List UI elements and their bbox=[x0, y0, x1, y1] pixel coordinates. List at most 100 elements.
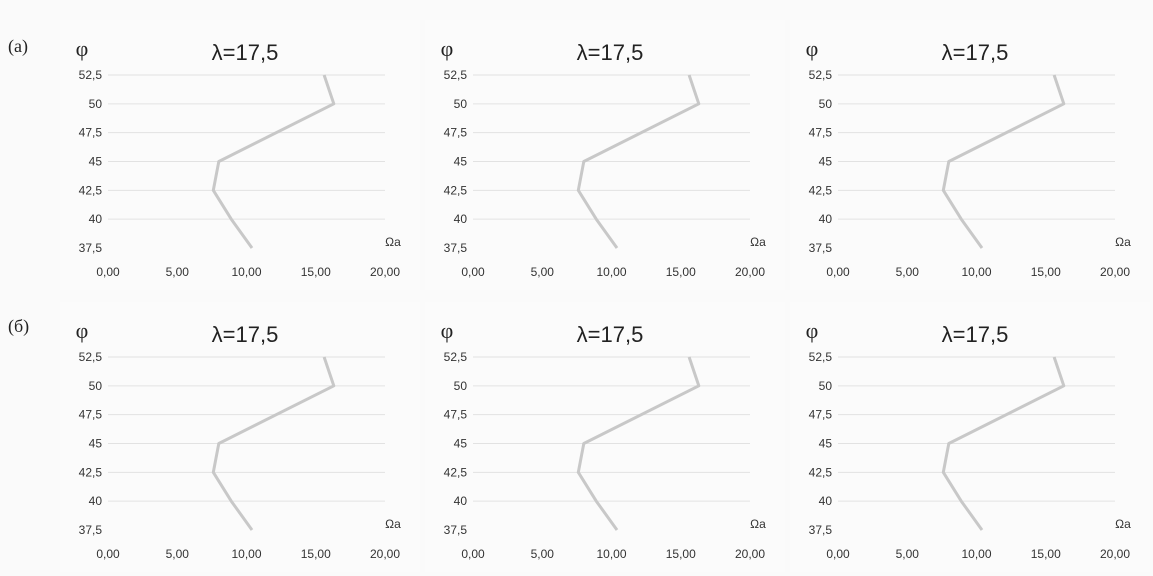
x-tick-label: 15,00 bbox=[1031, 547, 1061, 561]
chart-panel: 37,5 40 42,5 45 47,5 50 52,5 0,00 5,00 10,00 15,00… bbox=[60, 20, 420, 290]
x-tick-label: 20,00 bbox=[1100, 265, 1130, 279]
x-axis-label: Ωa bbox=[750, 517, 766, 531]
y-tick-label: 45 bbox=[89, 437, 103, 451]
series-line bbox=[211, 74, 336, 249]
y-axis-label: φ bbox=[441, 36, 454, 61]
x-axis-label: Ωa bbox=[750, 235, 766, 249]
x-tick-label: 5,00 bbox=[166, 547, 190, 561]
x-tick-label: 20,00 bbox=[370, 547, 400, 561]
x-tick-label: 0,00 bbox=[826, 547, 850, 561]
chart-svg: 37,5 40 42,5 45 47,5 50 52,5 0,00 5,00 10,00 15,00… bbox=[441, 318, 766, 561]
series-line bbox=[941, 356, 1066, 531]
y-tick-label: 50 bbox=[89, 97, 103, 111]
chart-title: λ=17,5 bbox=[942, 40, 1009, 65]
x-tick-label: 0,00 bbox=[96, 547, 120, 561]
x-tick-label: 15,00 bbox=[301, 547, 331, 561]
y-tick-label: 47,5 bbox=[809, 126, 833, 140]
x-axis-label: Ωa bbox=[385, 235, 401, 249]
y-axis-label: φ bbox=[441, 318, 454, 343]
y-tick-label: 50 bbox=[819, 379, 833, 393]
chart-panel: 37,5 40 42,5 45 47,5 50 52,5 0,00 5,00 10,00 15,00… bbox=[790, 20, 1150, 290]
x-tick-label: 15,00 bbox=[1031, 265, 1061, 279]
y-tick-label: 47,5 bbox=[79, 408, 103, 422]
y-tick-label: 52,5 bbox=[809, 350, 833, 364]
x-tick-label: 0,00 bbox=[826, 265, 850, 279]
y-tick-label: 45 bbox=[454, 437, 468, 451]
x-tick-label: 10,00 bbox=[596, 547, 626, 561]
x-tick-label: 0,00 bbox=[461, 547, 485, 561]
y-tick-label: 52,5 bbox=[79, 68, 103, 82]
y-tick-label: 45 bbox=[454, 155, 468, 169]
y-axis-label: φ bbox=[76, 36, 89, 61]
y-tick-label: 42,5 bbox=[809, 183, 833, 197]
y-tick-label: 40 bbox=[819, 494, 833, 508]
x-tick-label: 10,00 bbox=[961, 547, 991, 561]
chart-panel: 37,5 40 42,5 45 47,5 50 52,5 0,00 5,00 10,00 15,00… bbox=[790, 302, 1150, 572]
chart-svg: 37,5 40 42,5 45 47,5 50 52,5 0,00 5,00 10,00 15,00… bbox=[76, 318, 401, 561]
y-tick-label: 45 bbox=[819, 437, 833, 451]
y-tick-label: 40 bbox=[454, 494, 468, 508]
y-tick-label: 47,5 bbox=[79, 126, 103, 140]
chart-svg: 37,5 40 42,5 45 47,5 50 52,5 0,00 5,00 10,00 15,00… bbox=[441, 36, 766, 279]
x-tick-label: 10,00 bbox=[231, 265, 261, 279]
chart-panel: 37,5 40 42,5 45 47,5 50 52,5 0,00 5,00 10,00 15,00… bbox=[425, 302, 785, 572]
y-tick-label: 42,5 bbox=[79, 183, 103, 197]
y-tick-label: 50 bbox=[454, 97, 468, 111]
x-tick-label: 20,00 bbox=[735, 547, 765, 561]
y-tick-label: 40 bbox=[89, 494, 103, 508]
y-tick-label: 37,5 bbox=[79, 241, 103, 255]
y-tick-label: 52,5 bbox=[444, 350, 468, 364]
y-tick-label: 50 bbox=[89, 379, 103, 393]
y-tick-label: 52,5 bbox=[79, 350, 103, 364]
y-tick-label: 52,5 bbox=[809, 68, 833, 82]
y-axis-label: φ bbox=[76, 318, 89, 343]
y-tick-label: 42,5 bbox=[79, 465, 103, 479]
x-tick-label: 5,00 bbox=[531, 265, 555, 279]
chart-svg: 37,5 40 42,5 45 47,5 50 52,5 0,00 5,00 10,00 15,00… bbox=[76, 36, 401, 279]
chart-svg: 37,5 40 42,5 45 47,5 50 52,5 0,00 5,00 10,00 15,00… bbox=[806, 36, 1131, 279]
x-tick-label: 15,00 bbox=[301, 265, 331, 279]
y-tick-label: 47,5 bbox=[444, 126, 468, 140]
chart-panel: 37,5 40 42,5 45 47,5 50 52,5 0,00 5,00 10,00 15,00… bbox=[60, 302, 420, 572]
chart-title: λ=17,5 bbox=[577, 40, 644, 65]
series-line bbox=[941, 74, 1066, 249]
x-tick-label: 5,00 bbox=[166, 265, 190, 279]
x-tick-label: 20,00 bbox=[735, 265, 765, 279]
y-tick-label: 45 bbox=[89, 155, 103, 169]
x-axis-label: Ωa bbox=[1115, 517, 1131, 531]
x-tick-label: 10,00 bbox=[231, 547, 261, 561]
y-tick-label: 50 bbox=[819, 97, 833, 111]
x-tick-label: 10,00 bbox=[961, 265, 991, 279]
y-tick-label: 37,5 bbox=[444, 523, 468, 537]
y-tick-label: 37,5 bbox=[809, 523, 833, 537]
chart-title: λ=17,5 bbox=[212, 322, 279, 347]
chart-title: λ=17,5 bbox=[942, 322, 1009, 347]
chart-title: λ=17,5 bbox=[577, 322, 644, 347]
series-line bbox=[576, 74, 701, 249]
series-line bbox=[211, 356, 336, 531]
x-tick-label: 15,00 bbox=[666, 547, 696, 561]
y-tick-label: 40 bbox=[819, 212, 833, 226]
y-tick-label: 42,5 bbox=[809, 465, 833, 479]
x-axis-label: Ωa bbox=[1115, 235, 1131, 249]
x-tick-label: 5,00 bbox=[896, 265, 920, 279]
y-tick-label: 37,5 bbox=[79, 523, 103, 537]
chart-panel: 37,5 40 42,5 45 47,5 50 52,5 0,00 5,00 10,00 15,00… bbox=[425, 20, 785, 290]
x-tick-label: 15,00 bbox=[666, 265, 696, 279]
y-tick-label: 37,5 bbox=[444, 241, 468, 255]
y-tick-label: 52,5 bbox=[444, 68, 468, 82]
y-axis-label: φ bbox=[806, 318, 819, 343]
chart-svg: 37,5 40 42,5 45 47,5 50 52,5 0,00 5,00 10,00 15,00… bbox=[806, 318, 1131, 561]
y-tick-label: 37,5 bbox=[809, 241, 833, 255]
y-tick-label: 40 bbox=[89, 212, 103, 226]
x-tick-label: 10,00 bbox=[596, 265, 626, 279]
y-tick-label: 47,5 bbox=[444, 408, 468, 422]
x-tick-label: 20,00 bbox=[1100, 547, 1130, 561]
x-axis-label: Ωa bbox=[385, 517, 401, 531]
x-tick-label: 0,00 bbox=[461, 265, 485, 279]
y-tick-label: 45 bbox=[819, 155, 833, 169]
y-tick-label: 47,5 bbox=[809, 408, 833, 422]
series-line bbox=[576, 356, 701, 531]
x-tick-label: 5,00 bbox=[896, 547, 920, 561]
y-tick-label: 42,5 bbox=[444, 183, 468, 197]
